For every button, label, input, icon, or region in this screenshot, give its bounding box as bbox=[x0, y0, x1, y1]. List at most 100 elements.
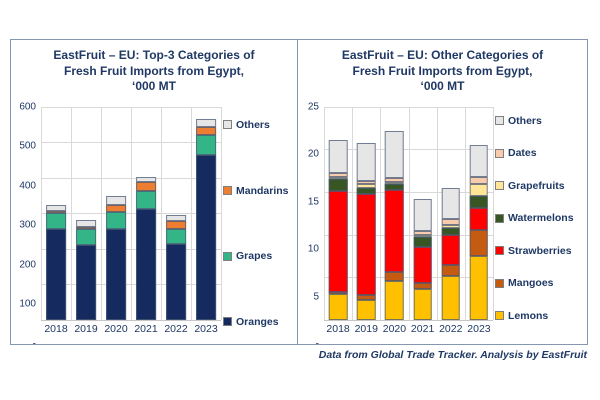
legend-label: Grapefruits bbox=[508, 179, 565, 192]
bar-2023 bbox=[196, 107, 216, 320]
left-chart-area: 600 500 400 300 200 100 - 2018 2019 2020 2021 2022… bbox=[11, 97, 297, 349]
legend-label: Lemons bbox=[508, 309, 549, 322]
segment-oranges-2023 bbox=[196, 155, 216, 320]
x-tick-label: 2023 bbox=[194, 323, 218, 335]
right-plot bbox=[324, 106, 494, 321]
legend-swatch-icon bbox=[495, 148, 504, 158]
legend-label: Dates bbox=[508, 147, 537, 160]
legend-item-grapes: Grapes bbox=[223, 250, 293, 262]
segment-lemons-2020 bbox=[385, 280, 404, 320]
segment-strawberries-2022 bbox=[441, 234, 461, 265]
x-tick-label: 2019 bbox=[74, 323, 98, 335]
segment-lemons-2022 bbox=[441, 275, 461, 320]
segment-grapefruits-2018 bbox=[328, 177, 348, 180]
legend-swatch-icon bbox=[223, 317, 232, 327]
legend-item-mangoes: Mangoes bbox=[495, 277, 583, 289]
segment-mangoes-2020 bbox=[385, 272, 404, 281]
v-gridline bbox=[408, 106, 410, 320]
segment-mandarins-2020 bbox=[106, 204, 126, 213]
segment-grapefruits-2022 bbox=[441, 224, 461, 228]
segment-oranges-2020 bbox=[106, 229, 126, 320]
x-tick-label: 2018 bbox=[44, 323, 68, 335]
legend-swatch-icon bbox=[495, 116, 504, 126]
segment-watermelons-2023 bbox=[469, 195, 489, 209]
y-tick-label: 20 bbox=[307, 148, 319, 160]
segment-oranges-2022 bbox=[166, 243, 186, 320]
legend-label: Watermelons bbox=[508, 212, 574, 225]
segment-grapefruits-2020 bbox=[385, 182, 404, 185]
segment-grapes-2022 bbox=[166, 228, 186, 244]
segment-grapefruits-2023 bbox=[469, 184, 489, 196]
segment-grapefruits-2021 bbox=[413, 235, 432, 238]
x-tick-label: 2021 bbox=[410, 323, 435, 335]
segment-oranges-2021 bbox=[136, 208, 156, 320]
h-gridline bbox=[324, 320, 493, 321]
right-x-axis: 2018 2019 2020 2021 2022 2023 bbox=[324, 323, 493, 338]
v-gridline bbox=[352, 106, 354, 320]
source-caption: Data from Global Trade Tracker. Analysis… bbox=[318, 349, 587, 361]
segment-lemons-2019 bbox=[356, 299, 376, 320]
x-tick-label: 2021 bbox=[134, 323, 158, 335]
title-line: EastFruit – EU: Other Categories of bbox=[341, 48, 544, 62]
y-tick-label: - bbox=[32, 338, 36, 350]
segment-others-2018 bbox=[46, 204, 66, 211]
segment-grapefruits-2019 bbox=[356, 184, 376, 188]
y-tick-label: 15 bbox=[307, 196, 319, 208]
v-gridline bbox=[161, 106, 162, 320]
segment-strawberries-2023 bbox=[469, 208, 489, 230]
segment-grapes-2018 bbox=[46, 213, 66, 230]
left-chart-panel: EastFruit – EU: Top-3 Categories of Fres… bbox=[10, 39, 298, 350]
segment-oranges-2019 bbox=[76, 245, 96, 320]
y-tick-label: 500 bbox=[19, 140, 36, 152]
segment-lemons-2021 bbox=[413, 289, 432, 320]
segment-lemons-2018 bbox=[328, 294, 348, 320]
segment-others-2023 bbox=[469, 145, 489, 177]
segment-others-2020 bbox=[106, 196, 126, 205]
x-tick-label: 2023 bbox=[467, 323, 491, 335]
legend-item-oranges: Oranges bbox=[223, 316, 293, 328]
v-gridline bbox=[221, 106, 222, 320]
segment-others-2019 bbox=[356, 142, 376, 182]
segment-dates-2021 bbox=[413, 231, 432, 236]
y-tick-label: 10 bbox=[307, 243, 319, 255]
y-tick-label: 300 bbox=[19, 219, 36, 231]
y-tick-label: 600 bbox=[19, 101, 36, 113]
v-gridline bbox=[71, 106, 72, 320]
legend-swatch-icon bbox=[223, 120, 232, 130]
legend-label: Strawberries bbox=[508, 244, 572, 257]
x-tick-label: 2018 bbox=[326, 323, 350, 335]
legend-item-others: Others bbox=[223, 119, 293, 131]
segment-grapes-2021 bbox=[136, 191, 156, 209]
legend-item-others: Others bbox=[495, 115, 583, 127]
segment-strawberries-2020 bbox=[385, 189, 404, 273]
v-gridline bbox=[131, 106, 132, 320]
bar-2021 bbox=[413, 107, 432, 320]
segment-watermelons-2019 bbox=[356, 187, 376, 194]
legend-swatch-icon bbox=[495, 246, 504, 256]
left-legend: Others Mandarins Grapes Oranges bbox=[221, 107, 293, 344]
segment-lemons-2023 bbox=[469, 256, 489, 320]
bar-2019 bbox=[356, 107, 376, 320]
segment-dates-2020 bbox=[385, 178, 404, 183]
legend-item-strawberries: Strawberries bbox=[495, 245, 583, 257]
left-x-axis: 2018 2019 2020 2021 2022 2023 bbox=[41, 323, 221, 338]
segment-others-2021 bbox=[413, 199, 432, 232]
bar-2022 bbox=[441, 107, 461, 320]
segment-others-2022 bbox=[441, 187, 461, 220]
segment-mandarins-2022 bbox=[166, 220, 186, 229]
title-line: EastFruit – EU: Top-3 Categories of bbox=[53, 48, 255, 62]
v-gridline bbox=[436, 106, 438, 320]
y-tick-label: 5 bbox=[313, 291, 319, 303]
segment-others-2021 bbox=[136, 176, 156, 183]
legend-swatch-icon bbox=[223, 186, 232, 196]
segment-mangoes-2019 bbox=[356, 295, 376, 300]
x-tick-label: 2019 bbox=[354, 323, 378, 335]
segment-mangoes-2023 bbox=[469, 229, 489, 257]
left-plot bbox=[41, 106, 222, 321]
legend-label: Others bbox=[236, 118, 270, 131]
legend-label: Oranges bbox=[236, 315, 279, 328]
v-gridline bbox=[191, 106, 192, 320]
legend-swatch-icon bbox=[495, 213, 504, 223]
legend-item-watermelons: Watermelons bbox=[495, 212, 583, 224]
